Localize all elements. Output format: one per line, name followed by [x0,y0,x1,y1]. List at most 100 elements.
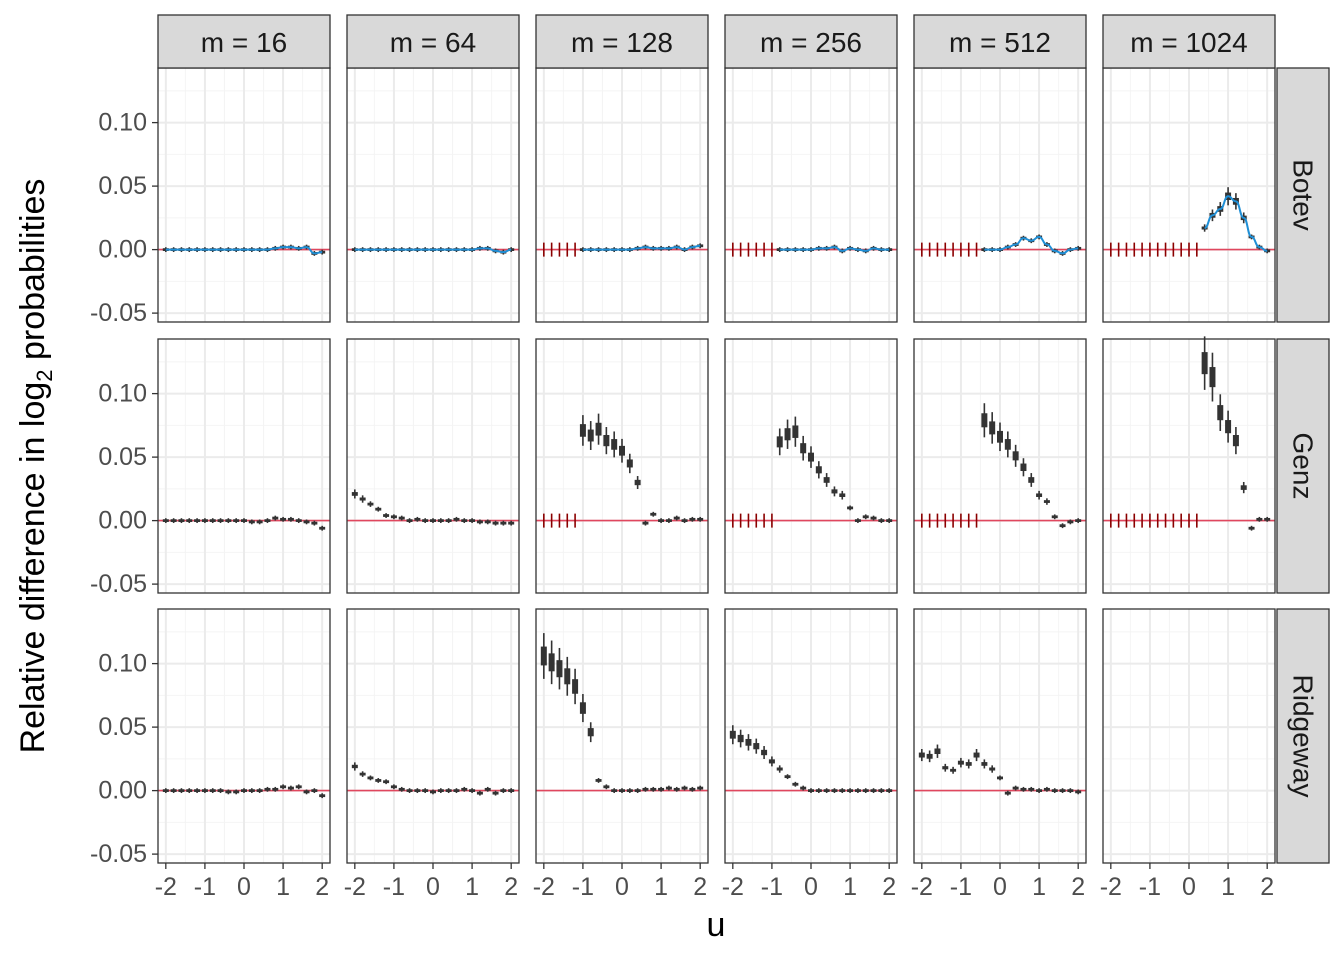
box [1059,788,1066,794]
strip-row-label: Ridgeway [1288,675,1319,798]
box [162,788,169,794]
strip-row-label: Botev [1288,159,1319,231]
box-body [1059,524,1066,528]
panel-botev-col-2 [536,68,708,322]
x-tick-label: 0 [1182,873,1196,901]
box-body [595,422,602,436]
grid [347,609,519,863]
panel-genz-col-1 [347,339,519,593]
x-tick-label: 1 [654,873,668,901]
box [603,426,610,455]
box [595,778,602,783]
strip-col-box [535,14,709,69]
box-body [201,789,208,793]
box [997,775,1003,781]
box [217,788,224,794]
box-body [383,780,390,784]
box [619,438,625,463]
box-body [186,789,193,793]
box [1043,498,1050,505]
box-body [784,775,791,779]
box [178,788,185,794]
box [287,516,294,522]
box [611,431,618,458]
panel-genz-col-0 [158,339,330,593]
box-body [367,502,374,506]
box-body [256,789,263,793]
strip-col-label: m = 1024 [1130,27,1248,58]
box-body [383,514,390,517]
box [926,750,933,763]
smooth-curve [165,246,323,255]
grid [1103,609,1275,863]
box [461,518,468,524]
box-body [665,786,672,790]
box-body [1075,519,1082,523]
box [792,781,799,787]
box-body [453,517,460,521]
box [170,518,177,524]
strip-col-label: m = 256 [760,27,862,58]
strip-col-label: m = 128 [571,27,673,58]
box-body [303,520,310,524]
box [430,518,436,524]
smooth-curve [354,247,512,254]
box [847,788,854,794]
box-body [658,787,665,791]
box [934,744,941,758]
box-body [170,519,177,523]
box [587,722,594,743]
box [1264,516,1271,522]
box [508,520,515,526]
x-tick-label: 0 [804,873,818,901]
box-body [673,516,680,520]
y-tick-label: 0.10 [98,109,147,137]
box-body [398,787,405,791]
box-body [862,789,869,793]
box [989,765,996,773]
box-body [217,789,224,793]
box [1012,785,1019,791]
box [398,515,405,521]
x-tick-label: 0 [993,873,1007,901]
box-body [256,520,263,524]
box [359,495,366,503]
box-body [367,776,374,780]
box-body [241,519,247,523]
box-body [233,790,240,794]
box-body [1043,500,1050,503]
box-body [476,520,483,524]
box-body [1028,787,1035,791]
box [626,453,633,474]
box [815,788,822,794]
box [256,788,263,794]
y-axes: -0.05 0.00 0.05 0.10 -0.05 0.00 0.05 0.10 -0.05 0… [90,109,158,868]
box-body [1028,477,1035,483]
box-body [390,785,397,789]
box [414,516,421,522]
panel-genz-col-4 [914,339,1086,593]
box-body [437,789,444,793]
box-body [1067,520,1074,524]
box-body [241,789,247,793]
box-body [564,668,571,685]
box [981,403,988,438]
box [942,763,949,772]
box-body [233,519,240,523]
box [658,518,665,524]
box [217,518,224,524]
box [319,525,326,531]
box [673,515,680,521]
box-body [808,789,814,793]
panel-ridgeway-col-2 [536,609,708,863]
box-body [784,428,791,441]
x-tick-label: 2 [315,873,329,901]
box [965,759,972,769]
box [241,518,247,524]
box-body [178,519,185,523]
box [367,501,374,507]
box [634,476,641,489]
box-body [194,519,201,523]
box [461,786,468,792]
